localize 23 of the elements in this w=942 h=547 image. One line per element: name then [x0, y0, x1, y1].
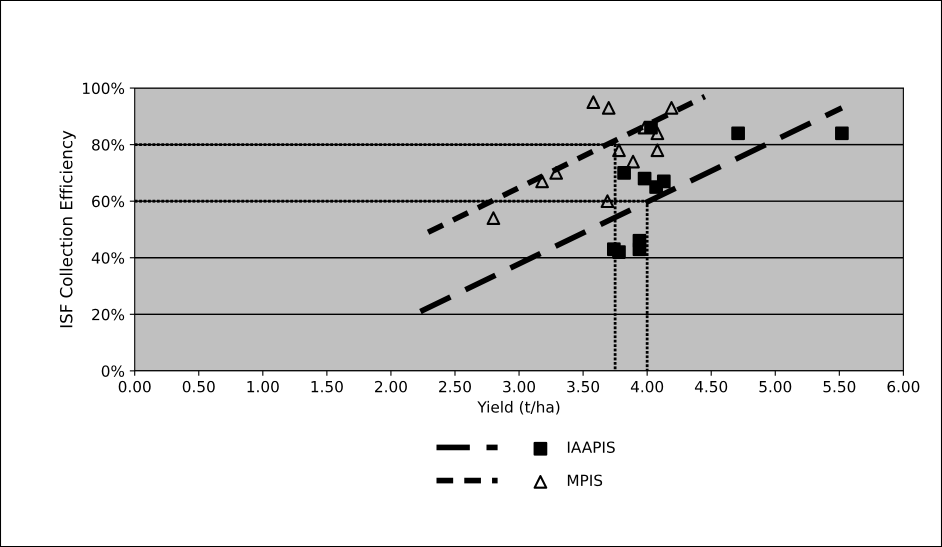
- y-tick-label: 60%: [92, 196, 124, 208]
- y-tick-label: 40%: [92, 252, 124, 264]
- x-tick-label: 3.00: [503, 380, 536, 392]
- x-tick-label: 4.50: [694, 380, 728, 392]
- y-axis-title: ISF Collection Efficiency: [60, 130, 76, 328]
- x-axis-title: Yield (t/ha): [477, 400, 560, 415]
- x-tick-label: 4.00: [630, 380, 664, 392]
- x-tick-label: 6.00: [887, 380, 920, 392]
- legend-label: IAAPIS: [568, 441, 615, 453]
- x-tick-label: 5.50: [823, 380, 856, 392]
- x-tick-label: 3.50: [567, 380, 600, 392]
- x-tick-label: 2.50: [439, 380, 471, 392]
- y-tick-label: 80%: [92, 139, 124, 151]
- x-tick-label: 0.00: [118, 380, 151, 392]
- y-tick-label: 100%: [82, 82, 124, 94]
- x-tick-label: 2.00: [375, 380, 407, 392]
- x-tick-label: 0.50: [182, 380, 215, 392]
- y-tick-label: 20%: [92, 308, 124, 320]
- x-tick-label: 1.00: [247, 380, 279, 392]
- legend-label: MPIS: [568, 474, 602, 486]
- x-tick-label: 5.00: [759, 380, 792, 392]
- y-tick-label: 0%: [102, 365, 124, 377]
- x-tick-label: 1.50: [312, 380, 343, 392]
